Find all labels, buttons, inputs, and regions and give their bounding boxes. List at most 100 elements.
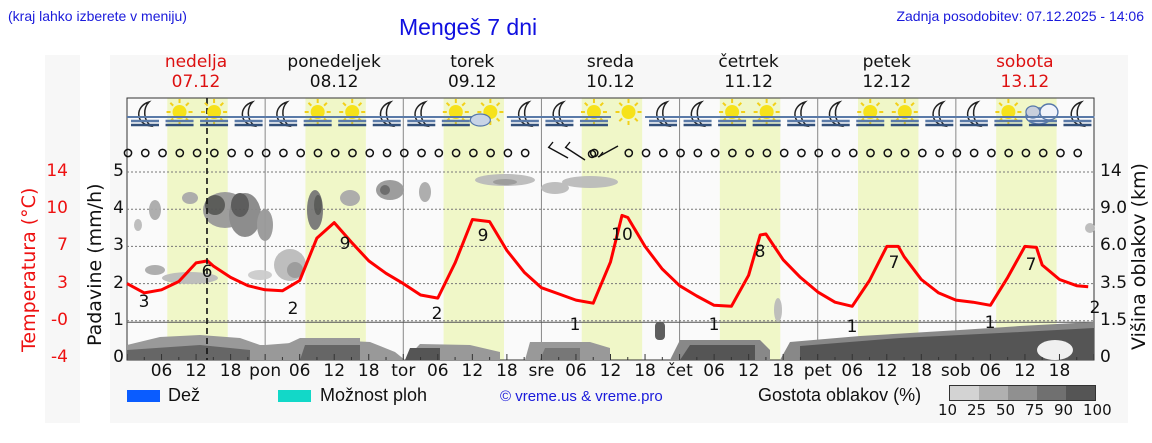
sun-fog-icon bbox=[748, 99, 784, 127]
svg-text:10: 10 bbox=[611, 225, 633, 245]
page-title: Mengeš 7 dni bbox=[399, 14, 538, 40]
density-swatch bbox=[1037, 386, 1066, 400]
sun-fog-icon bbox=[161, 99, 197, 127]
showers-label: Možnost ploh bbox=[320, 385, 428, 405]
moon-fog-icon bbox=[403, 100, 439, 128]
density-swatch bbox=[979, 386, 1008, 400]
density-tick: 90 bbox=[1054, 401, 1074, 419]
day-name: četrtek bbox=[718, 52, 779, 72]
day-header-1: ponedeljek 08.12 bbox=[265, 52, 403, 92]
day-header-5: petek 12.12 bbox=[818, 52, 956, 92]
sun-fog-icon bbox=[334, 99, 370, 127]
x-tick-label: 18 bbox=[357, 361, 380, 381]
x-tick-label: 12 bbox=[875, 361, 898, 381]
moon-fog-icon bbox=[645, 100, 681, 128]
x-tick-label: 06 bbox=[841, 361, 864, 381]
calm-wind-icon bbox=[451, 148, 461, 158]
precip-tick: 5 bbox=[113, 161, 124, 181]
calm-wind-icon bbox=[486, 148, 495, 158]
temperature-line bbox=[126, 213, 1089, 308]
svg-text:3: 3 bbox=[139, 292, 150, 312]
left-axis-panel bbox=[45, 55, 80, 423]
precip-tick: 1 bbox=[113, 309, 124, 330]
day-separators bbox=[264, 98, 957, 360]
calm-wind-icon bbox=[1073, 148, 1083, 158]
calm-wind-icon bbox=[348, 148, 357, 158]
calm-wind-icon bbox=[658, 148, 668, 158]
temp-tick: 14 bbox=[46, 161, 68, 181]
day-header-0: nedelja 07.12 bbox=[127, 52, 265, 92]
moon-fog-icon bbox=[230, 100, 266, 128]
density-tick: 50 bbox=[996, 401, 1016, 419]
moon-fog-icon bbox=[541, 100, 577, 128]
calm-wind-icon bbox=[417, 148, 426, 158]
calm-wind-icon bbox=[779, 148, 789, 158]
x-tick-label: 18 bbox=[634, 361, 656, 381]
svg-text:9: 9 bbox=[340, 234, 351, 254]
x-tick-label: 18 bbox=[496, 361, 518, 381]
day-header-6: sobota 13.12 bbox=[956, 52, 1094, 92]
x-tick-label: čet bbox=[666, 361, 693, 381]
day-name: sobota bbox=[996, 52, 1054, 72]
calm-wind-icon bbox=[175, 148, 185, 158]
calm-wind-icon bbox=[710, 148, 720, 158]
last-updated: Zadnja posodobitev: 07.12.2025 - 14:06 bbox=[896, 8, 1144, 24]
daylight-bands bbox=[127, 98, 1094, 360]
calm-wind-icon bbox=[797, 148, 806, 158]
day-date: 13.12 bbox=[1000, 72, 1050, 92]
calm-wind-icon bbox=[866, 148, 875, 158]
x-tick-label: 18 bbox=[1048, 361, 1071, 381]
cloud-height-tick: 6.0 bbox=[1100, 235, 1128, 256]
day-name: torek bbox=[450, 52, 495, 72]
calm-wind-icon bbox=[434, 148, 444, 158]
sun-fog-icon bbox=[714, 99, 750, 127]
x-tick-label: 12 bbox=[737, 361, 760, 381]
calm-wind-icon bbox=[762, 148, 772, 158]
cloud-density-label: Gostota oblakov (%) bbox=[758, 385, 922, 405]
calm-wind-icon bbox=[192, 148, 202, 158]
svg-text:7: 7 bbox=[889, 253, 900, 273]
calm-wind-icon bbox=[1056, 148, 1065, 158]
calm-wind-icon bbox=[313, 148, 323, 158]
rain-swatch bbox=[127, 390, 160, 402]
moon-fog-icon bbox=[817, 100, 853, 128]
wind-row bbox=[123, 141, 1083, 161]
svg-text:1: 1 bbox=[570, 315, 581, 335]
cloud-density-layer bbox=[134, 174, 1095, 340]
x-tick-label: 12 bbox=[185, 361, 207, 381]
x-tick-label: 18 bbox=[219, 361, 242, 381]
cloud-density-scale bbox=[949, 385, 1096, 401]
day-name: petek bbox=[862, 52, 911, 72]
calm-wind-icon bbox=[399, 148, 409, 158]
day-date: 07.12 bbox=[171, 72, 221, 92]
svg-text:9: 9 bbox=[478, 226, 489, 246]
calm-wind-icon bbox=[244, 148, 254, 158]
temp-tick: 10 bbox=[46, 198, 68, 219]
x-tick-label: 12 bbox=[1014, 361, 1036, 381]
moon-fog-icon bbox=[506, 100, 542, 128]
precip-tick: 4 bbox=[113, 198, 124, 219]
precip-tick: 3 bbox=[113, 235, 124, 256]
credit-link[interactable]: © vreme.us & vreme.pro bbox=[500, 388, 663, 405]
calm-wind-icon bbox=[1038, 148, 1048, 158]
precip-tick: 0 bbox=[113, 347, 124, 367]
temp-tick: -4 bbox=[51, 347, 68, 367]
x-tick-label: 18 bbox=[772, 361, 794, 381]
moon-fog-icon bbox=[955, 100, 991, 128]
calm-wind-icon bbox=[365, 148, 375, 158]
density-swatch bbox=[1066, 386, 1095, 400]
svg-text:1: 1 bbox=[847, 317, 858, 337]
calm-wind-icon bbox=[917, 148, 927, 158]
precip-tick: 2 bbox=[113, 272, 124, 293]
density-tick: 75 bbox=[1025, 401, 1045, 419]
x-tick-label: 06 bbox=[288, 361, 311, 381]
calm-wind-icon bbox=[641, 148, 651, 158]
x-tick-label: 06 bbox=[426, 361, 449, 381]
calm-wind-icon bbox=[279, 148, 288, 158]
calm-wind-icon bbox=[261, 148, 271, 158]
day-date: 12.12 bbox=[862, 72, 912, 92]
day-date: 08.12 bbox=[309, 72, 359, 92]
temp-tick: 3 bbox=[57, 272, 68, 293]
cloud-height-tick: 0 bbox=[1100, 347, 1111, 367]
